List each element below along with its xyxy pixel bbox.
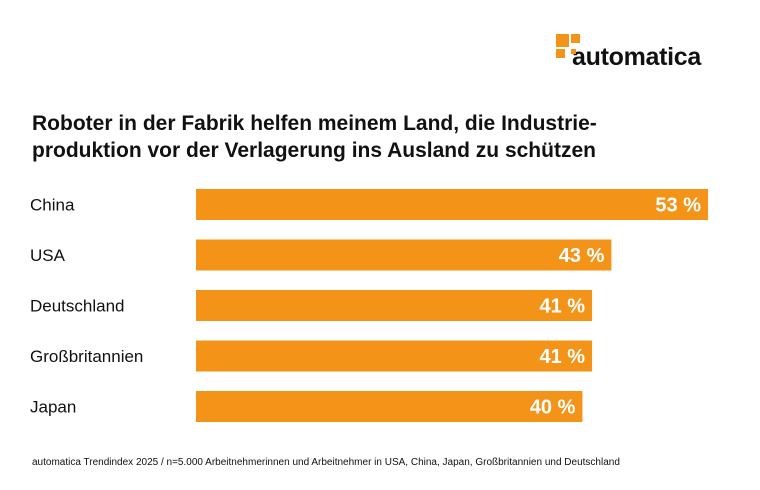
bar-value-label: 40 % [530, 397, 576, 419]
category-label: Großbritannien [30, 347, 143, 366]
chart-title: Roboter in der Fabrik helfen meinem Land… [32, 110, 732, 164]
category-label: Deutschland [30, 297, 125, 316]
bar-value-label: 53 % [655, 195, 701, 217]
logo-mark-icon [556, 34, 586, 64]
category-label: Japan [30, 398, 76, 417]
category-label: China [30, 196, 75, 215]
bar-value-label: 43 % [559, 245, 605, 267]
chart-title-line-2: produktion vor der Verlagerung ins Ausla… [32, 139, 596, 162]
logo-text: automatica [572, 43, 701, 71]
bar [196, 340, 593, 372]
automatica-logo: automatica [556, 34, 701, 70]
bar [196, 239, 612, 271]
bar [196, 189, 708, 220]
bar [196, 391, 583, 422]
source-footnote: automatica Trendindex 2025 / n=5.000 Arb… [32, 457, 620, 468]
bar-value-label: 41 % [539, 346, 585, 368]
bar-value-label: 41 % [539, 296, 585, 318]
bar [196, 290, 593, 321]
chart-title-line-1: Roboter in der Fabrik helfen meinem Land… [32, 112, 597, 135]
category-label: USA [30, 246, 66, 265]
